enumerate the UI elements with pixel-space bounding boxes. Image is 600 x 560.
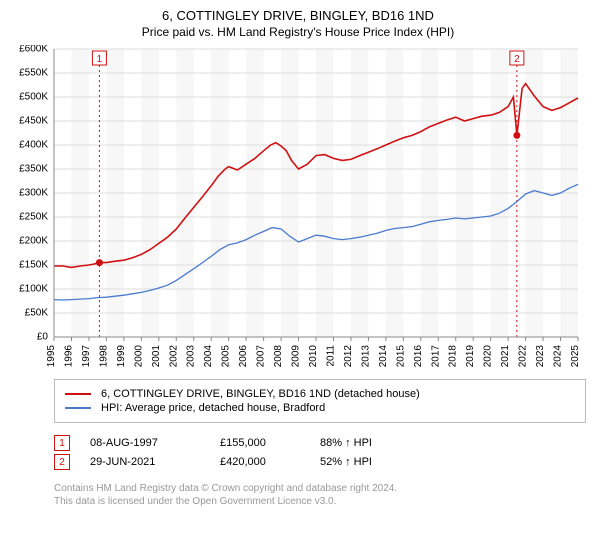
svg-text:2008: 2008: [273, 345, 284, 368]
svg-text:£500K: £500K: [19, 92, 48, 103]
svg-text:2016: 2016: [413, 345, 424, 368]
svg-text:2020: 2020: [483, 345, 494, 368]
legend-item-hpi: HPI: Average price, detached house, Brad…: [65, 402, 575, 414]
legend-label: 6, COTTINGLEY DRIVE, BINGLEY, BD16 1ND (…: [101, 388, 420, 400]
svg-text:2007: 2007: [256, 345, 267, 368]
svg-text:£350K: £350K: [19, 164, 48, 175]
svg-text:2005: 2005: [221, 345, 232, 368]
svg-text:2015: 2015: [395, 345, 406, 368]
svg-text:£600K: £600K: [19, 45, 48, 55]
marker-row-1: 1 08-AUG-1997 £155,000 88% ↑ HPI: [54, 435, 586, 451]
chart-subtitle: Price paid vs. HM Land Registry's House …: [10, 25, 586, 39]
footer: Contains HM Land Registry data © Crown c…: [54, 482, 586, 508]
svg-text:2004: 2004: [203, 345, 214, 368]
svg-text:2023: 2023: [535, 345, 546, 368]
marker-pct: 88% ↑ HPI: [320, 437, 420, 449]
marker-badge-2: 2: [54, 454, 70, 470]
marker-pct: 52% ↑ HPI: [320, 456, 420, 468]
chart-container: 6, COTTINGLEY DRIVE, BINGLEY, BD16 1ND P…: [0, 0, 600, 516]
svg-text:£150K: £150K: [19, 260, 48, 271]
svg-text:1996: 1996: [63, 345, 74, 368]
svg-text:2022: 2022: [518, 345, 529, 368]
legend: 6, COTTINGLEY DRIVE, BINGLEY, BD16 1ND (…: [54, 379, 586, 423]
svg-text:2010: 2010: [308, 345, 319, 368]
chart-title: 6, COTTINGLEY DRIVE, BINGLEY, BD16 1ND: [10, 8, 586, 23]
svg-text:1995: 1995: [46, 345, 57, 368]
legend-swatch-hpi: [65, 407, 91, 409]
footer-line-2: This data is licensed under the Open Gov…: [54, 495, 586, 508]
svg-text:2000: 2000: [133, 345, 144, 368]
svg-text:£300K: £300K: [19, 188, 48, 199]
svg-text:2006: 2006: [238, 345, 249, 368]
marker-table: 1 08-AUG-1997 £155,000 88% ↑ HPI 2 29-JU…: [54, 435, 586, 470]
svg-text:£550K: £550K: [19, 68, 48, 79]
svg-text:2002: 2002: [168, 345, 179, 368]
svg-text:2009: 2009: [291, 345, 302, 368]
svg-text:2013: 2013: [360, 345, 371, 368]
legend-swatch-property: [65, 393, 91, 395]
footer-line-1: Contains HM Land Registry data © Crown c…: [54, 482, 586, 495]
price-chart: £0 £50K £100K £150K £200K £250K £300K £350K £400…: [10, 45, 586, 373]
marker-date: 08-AUG-1997: [90, 437, 220, 449]
svg-text:£200K: £200K: [19, 236, 48, 247]
svg-text:2025: 2025: [570, 345, 581, 368]
svg-text:1999: 1999: [116, 345, 127, 368]
svg-text:2024: 2024: [553, 345, 564, 368]
svg-text:£100K: £100K: [19, 284, 48, 295]
svg-text:£50K: £50K: [25, 308, 49, 319]
marker-price: £155,000: [220, 437, 320, 449]
marker-date: 29-JUN-2021: [90, 456, 220, 468]
legend-label: HPI: Average price, detached house, Brad…: [101, 402, 325, 414]
svg-text:2011: 2011: [325, 345, 336, 367]
svg-text:2001: 2001: [151, 345, 162, 368]
svg-text:2021: 2021: [500, 345, 511, 368]
legend-item-property: 6, COTTINGLEY DRIVE, BINGLEY, BD16 1ND (…: [65, 388, 575, 400]
svg-text:2018: 2018: [448, 345, 459, 368]
svg-text:2: 2: [514, 54, 520, 65]
svg-text:2019: 2019: [465, 345, 476, 368]
svg-text:2014: 2014: [378, 345, 389, 368]
marker-badge-1: 1: [54, 435, 70, 451]
svg-text:£0: £0: [37, 332, 49, 343]
svg-text:£450K: £450K: [19, 116, 48, 127]
svg-text:1997: 1997: [81, 345, 92, 368]
svg-text:£250K: £250K: [19, 212, 48, 223]
svg-text:2017: 2017: [430, 345, 441, 368]
svg-text:£400K: £400K: [19, 140, 48, 151]
marker-row-2: 2 29-JUN-2021 £420,000 52% ↑ HPI: [54, 454, 586, 470]
svg-text:1998: 1998: [98, 345, 109, 368]
marker-price: £420,000: [220, 456, 320, 468]
svg-text:1: 1: [97, 54, 103, 65]
svg-text:2012: 2012: [343, 345, 354, 368]
svg-text:2003: 2003: [186, 345, 197, 368]
